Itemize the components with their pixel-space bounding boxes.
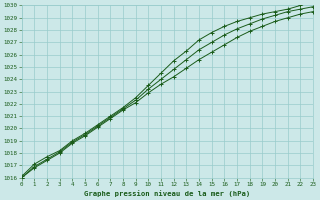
X-axis label: Graphe pression niveau de la mer (hPa): Graphe pression niveau de la mer (hPa) [84, 190, 251, 197]
